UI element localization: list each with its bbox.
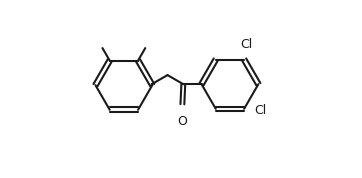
Text: Cl: Cl xyxy=(240,38,252,51)
Text: Cl: Cl xyxy=(255,104,267,117)
Text: O: O xyxy=(177,115,187,128)
